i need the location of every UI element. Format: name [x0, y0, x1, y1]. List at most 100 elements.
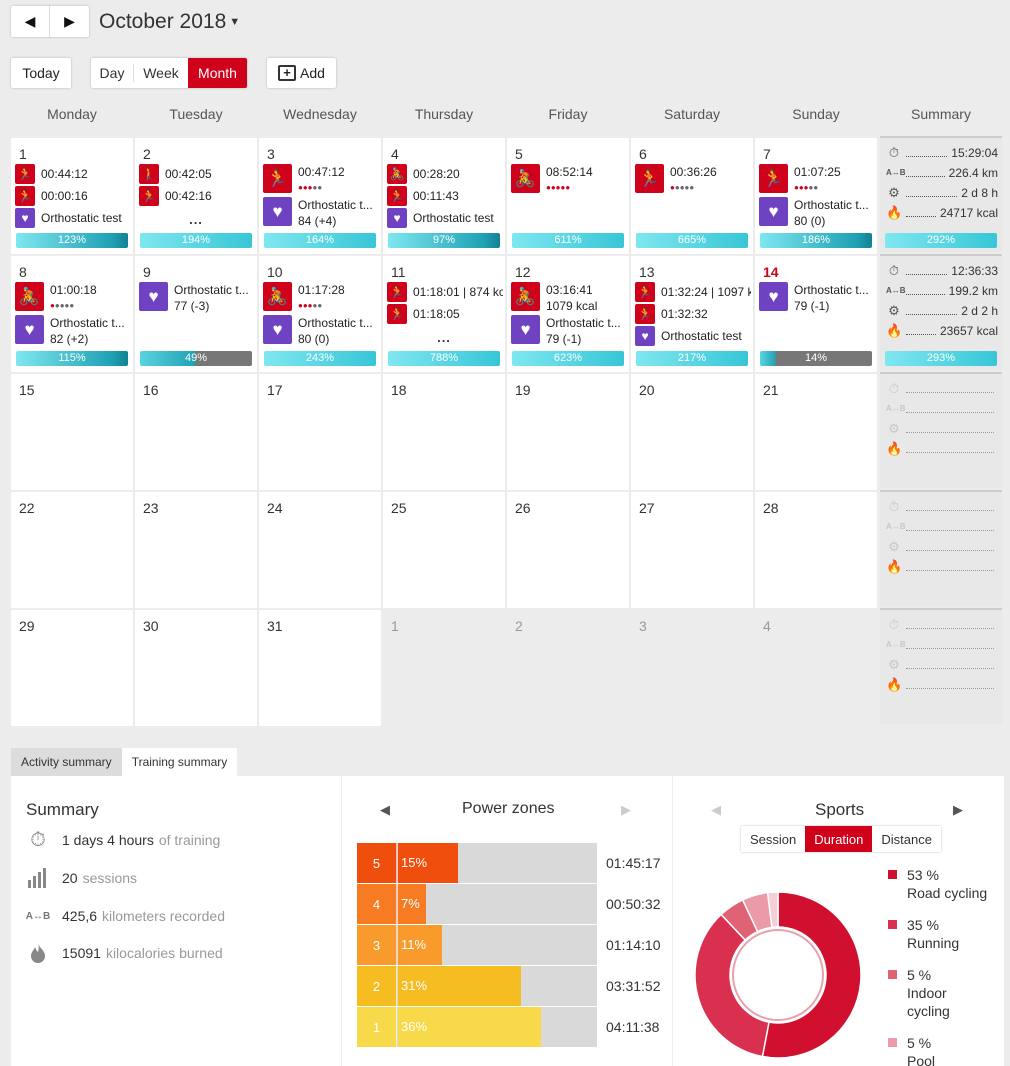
calendar-entry[interactable]: 🚴 01:17:28 ●●●●●: [263, 282, 379, 312]
day-cell[interactable]: 31: [259, 610, 381, 726]
summary-value: 2 d 2 h: [961, 304, 998, 318]
tab-distance[interactable]: Distance: [881, 831, 932, 847]
day-cell[interactable]: 6 🏃 00:36:26 ●●●●● 665%: [631, 138, 753, 254]
distance-icon: A↔B: [886, 640, 906, 649]
tab-activity-summary[interactable]: Activity summary: [11, 748, 122, 776]
calendar-entry[interactable]: ♥ Orthostatic t... 80 (0): [263, 315, 379, 347]
day-cell[interactable]: 1: [383, 610, 505, 726]
tab-training-summary[interactable]: Training summary: [121, 748, 238, 776]
day-cell[interactable]: 29: [11, 610, 133, 726]
sports-next-icon[interactable]: ▶: [953, 802, 963, 817]
flame-icon: [26, 941, 50, 965]
calendar-entry[interactable]: 🏃 00:11:43: [387, 186, 503, 206]
load-bar: 217%: [636, 351, 748, 366]
day-cell[interactable]: 8 🚴 01:00:18 ●●●●● ♥ Orthostatic t... 82 (+2) 1…: [11, 256, 133, 372]
sports-legend-item: 53 % Road cycling: [888, 866, 987, 902]
recovery-icon: ⚙: [888, 185, 900, 200]
day-cell[interactable]: 25: [383, 492, 505, 608]
day-cell[interactable]: 5 🚴 08:52:14 ●●●●● 611%: [507, 138, 629, 254]
day-cell[interactable]: 27: [631, 492, 753, 608]
prev-month-button[interactable]: ◀: [11, 6, 50, 37]
calendar-entry[interactable]: 🏃 00:44:12: [15, 164, 131, 184]
add-button[interactable]: + Add: [267, 58, 336, 88]
calendar-entry[interactable]: 🏃 00:42:16: [139, 186, 255, 206]
today-button[interactable]: Today: [11, 58, 71, 88]
day-cell[interactable]: 1 🏃 00:44:12 🏃 00:00:16 ♥ Orthostatic test 123%: [11, 138, 133, 254]
calendar-entry[interactable]: ♥ Orthostatic t... 80 (0): [759, 197, 875, 229]
calendar-entry[interactable]: ♥ Orthostatic t... 79 (-1): [759, 282, 875, 314]
day-cell[interactable]: 20: [631, 374, 753, 490]
entry-text: Orthostatic test: [413, 211, 494, 225]
calendar-entry[interactable]: 🏃 01:32:24 | 1097 kcal: [635, 282, 751, 302]
entry-subtext: 82 (+2): [50, 332, 89, 346]
calendar-entry[interactable]: ♥ Orthostatic test: [15, 208, 131, 228]
calendar-entry[interactable]: 🏃 00:47:12 ●●●●●: [263, 164, 379, 194]
calendar-entry[interactable]: 🏃 01:32:32: [635, 304, 751, 324]
month-view-button[interactable]: Month: [188, 58, 247, 88]
day-cell[interactable]: 4 🚴 00:28:20 🏃 00:11:43 ♥ Orthostatic test 97%: [383, 138, 505, 254]
calendar-entry[interactable]: ♥ Orthostatic t... 82 (+2): [15, 315, 131, 347]
day-cell[interactable]: 13 🏃 01:32:24 | 1097 kcal 🏃 01:32:32 ♥ Orthost…: [631, 256, 753, 372]
calendar-entry[interactable]: 🏃 01:07:25 ●●●●●: [759, 164, 875, 194]
day-cell[interactable]: 9 ♥ Orthostatic t... 77 (-3) 49%: [135, 256, 257, 372]
stopwatch-icon: ⏱: [888, 145, 900, 160]
calendar-entry[interactable]: 🏃 00:36:26 ●●●●●: [635, 164, 751, 194]
zone-time: 04:11:38: [606, 1019, 660, 1035]
day-cell[interactable]: 11 🏃 01:18:01 | 874 kcal 🏃 01:18:05... 788%: [383, 256, 505, 372]
recovery-icon: ⚙: [888, 657, 900, 672]
day-cell[interactable]: 17: [259, 374, 381, 490]
calendar-entry[interactable]: ♥ Orthostatic t... 77 (-3): [139, 282, 255, 314]
day-cell[interactable]: 19: [507, 374, 629, 490]
sport-icon: 🏃: [263, 164, 292, 193]
day-cell[interactable]: 12 🚴 03:16:41 1079 kcal ♥ Orthostatic t... 79 …: [507, 256, 629, 372]
day-cell[interactable]: 3 🏃 00:47:12 ●●●●● ♥ Orthostatic t... 84 (+4) 1…: [259, 138, 381, 254]
calendar-entry[interactable]: ♥ Orthostatic t... 79 (-1): [511, 315, 627, 347]
calendar-entry[interactable]: ♥ Orthostatic t... 84 (+4): [263, 197, 379, 229]
day-cell[interactable]: 24: [259, 492, 381, 608]
day-cell[interactable]: 2 🚶 00:42:05 🏃 00:42:16... 194%: [135, 138, 257, 254]
day-cell[interactable]: 4: [755, 610, 877, 726]
day-cell[interactable]: 2: [507, 610, 629, 726]
calendar-entry[interactable]: 🚶 00:42:05: [139, 164, 255, 184]
power-zones-next-icon[interactable]: ▶: [621, 802, 631, 817]
day-cell[interactable]: 15: [11, 374, 133, 490]
week-summary: ⏱ 12:36:33 A↔B 199.2 km ⚙ 2 d 2 h 🔥 23657 kcal 2…: [880, 254, 1002, 370]
day-cell[interactable]: 22: [11, 492, 133, 608]
month-title[interactable]: October 2018 ▼: [99, 10, 241, 33]
calendar-entry[interactable]: 🚴 08:52:14 ●●●●●: [511, 164, 627, 194]
calendar-entry[interactable]: 🚴 00:28:20: [387, 164, 503, 184]
more-entries-link[interactable]: ...: [437, 330, 451, 345]
calendar-entry[interactable]: ♥ Orthostatic test: [387, 208, 503, 228]
day-cell[interactable]: 28: [755, 492, 877, 608]
day-cell[interactable]: 30: [135, 610, 257, 726]
next-month-button[interactable]: ▶: [50, 6, 89, 37]
calendar-entry[interactable]: 🚴 01:00:18 ●●●●●: [15, 282, 131, 312]
day-view-button[interactable]: Day: [91, 64, 134, 82]
more-entries-link[interactable]: ...: [189, 212, 203, 227]
tab-session[interactable]: Session: [750, 831, 797, 847]
day-cell[interactable]: 21: [755, 374, 877, 490]
day-cell[interactable]: 3: [631, 610, 753, 726]
intensity-dots: ●●●●●: [50, 301, 75, 310]
week-view-button[interactable]: Week: [143, 65, 179, 81]
tab-duration[interactable]: Duration: [805, 826, 873, 852]
calendar-entry[interactable]: ♥ Orthostatic test: [635, 326, 751, 346]
day-cell[interactable]: 18: [383, 374, 505, 490]
calendar-entry[interactable]: 🏃 01:18:05: [387, 304, 503, 324]
weekday-5: Saturday: [663, 106, 721, 122]
power-zones-prev-icon[interactable]: ◀: [380, 802, 390, 817]
calendar-entry[interactable]: 🏃 01:18:01 | 874 kcal: [387, 282, 503, 302]
calendar-entry[interactable]: 🚴 03:16:41 1079 kcal: [511, 282, 627, 314]
day-cell[interactable]: 23: [135, 492, 257, 608]
sports-prev-icon[interactable]: ◀: [711, 802, 721, 817]
load-bar: 49%: [140, 351, 252, 366]
zone-time: 01:14:10: [606, 937, 661, 953]
calendar-entry[interactable]: 🏃 00:00:16: [15, 186, 131, 206]
entry-subtext: 84 (+4): [298, 214, 337, 228]
day-cell[interactable]: 16: [135, 374, 257, 490]
day-cell[interactable]: 26: [507, 492, 629, 608]
day-number: 14: [763, 264, 779, 280]
day-cell[interactable]: 14 ♥ Orthostatic t... 79 (-1) 14%: [755, 256, 877, 372]
day-cell[interactable]: 7 🏃 01:07:25 ●●●●● ♥ Orthostatic t... 80 (0) 18…: [755, 138, 877, 254]
day-cell[interactable]: 10 🚴 01:17:28 ●●●●● ♥ Orthostatic t... 80 (0) 2…: [259, 256, 381, 372]
